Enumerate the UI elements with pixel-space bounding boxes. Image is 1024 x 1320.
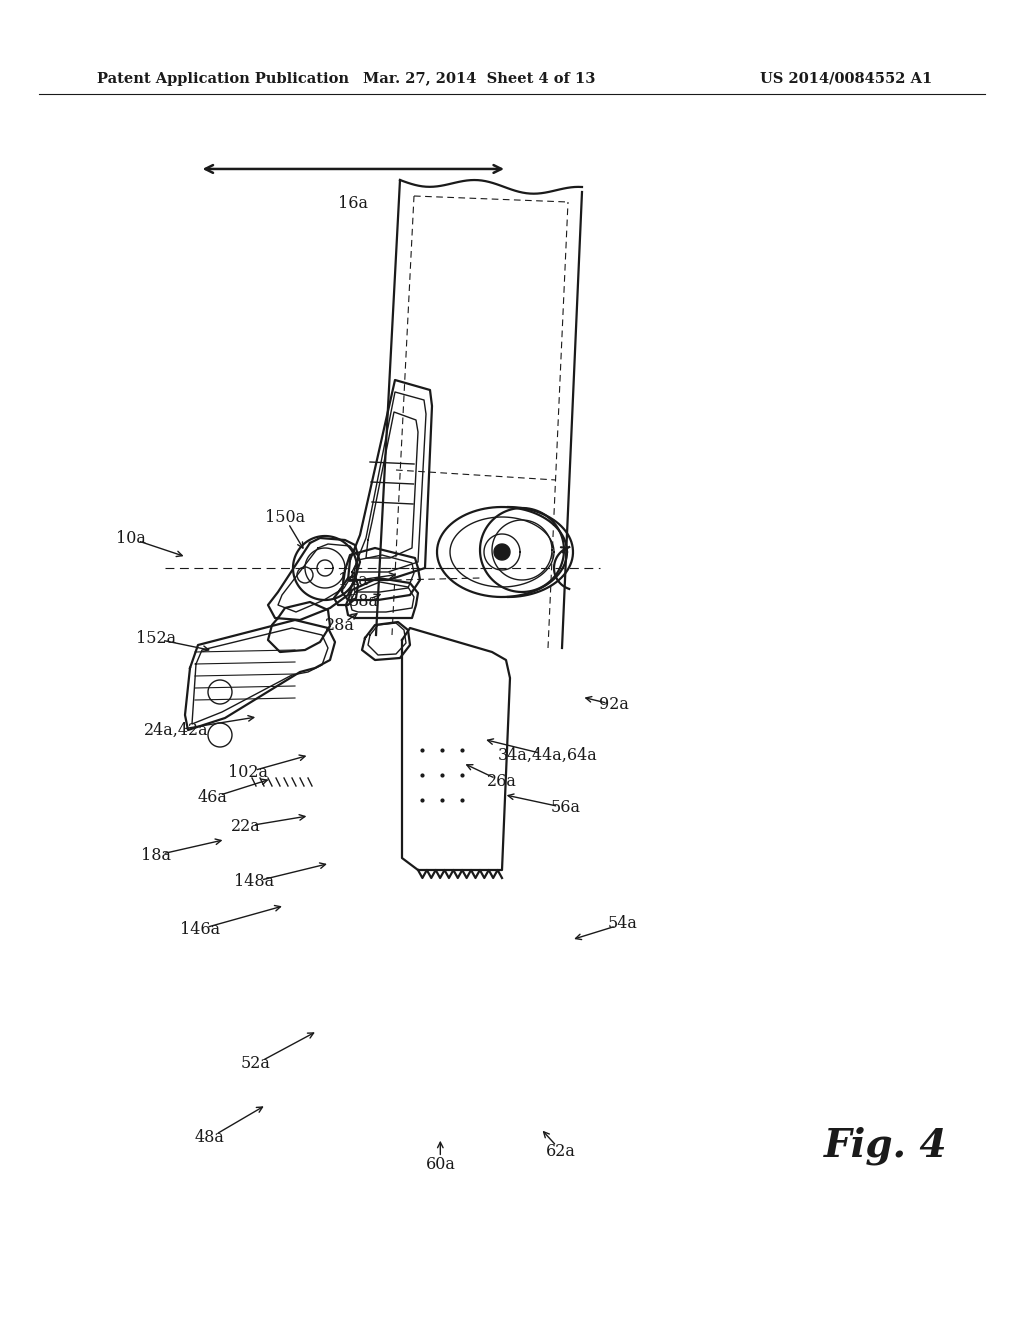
Text: 150a: 150a xyxy=(264,510,305,525)
Text: 152a: 152a xyxy=(135,631,176,647)
Text: 92a: 92a xyxy=(599,697,630,713)
Text: 148a: 148a xyxy=(233,874,274,890)
Text: 46a: 46a xyxy=(198,789,228,805)
Text: 146a: 146a xyxy=(179,921,220,937)
Text: 102a: 102a xyxy=(227,764,268,780)
Text: 34a,44a,64a: 34a,44a,64a xyxy=(498,747,598,763)
Text: 60a: 60a xyxy=(425,1156,456,1172)
Text: 24a,42a: 24a,42a xyxy=(143,722,209,738)
Text: Patent Application Publication: Patent Application Publication xyxy=(97,71,349,86)
Text: 14a: 14a xyxy=(338,573,369,589)
Text: 28a: 28a xyxy=(325,618,355,634)
Text: 56a: 56a xyxy=(550,800,581,816)
Text: 16a: 16a xyxy=(338,195,369,213)
Polygon shape xyxy=(494,544,510,560)
Text: 22a: 22a xyxy=(230,818,261,834)
Text: Fig. 4: Fig. 4 xyxy=(824,1126,947,1166)
Text: 10a: 10a xyxy=(116,531,146,546)
Text: 26a: 26a xyxy=(486,774,517,789)
Text: 62a: 62a xyxy=(546,1143,577,1159)
Text: 18a: 18a xyxy=(140,847,171,863)
Text: US 2014/0084552 A1: US 2014/0084552 A1 xyxy=(760,71,932,86)
Text: 48a: 48a xyxy=(195,1130,225,1146)
Text: 58a: 58a xyxy=(348,594,379,610)
Text: Mar. 27, 2014  Sheet 4 of 13: Mar. 27, 2014 Sheet 4 of 13 xyxy=(364,71,595,86)
Text: 54a: 54a xyxy=(607,916,638,932)
Text: 52a: 52a xyxy=(241,1056,271,1072)
